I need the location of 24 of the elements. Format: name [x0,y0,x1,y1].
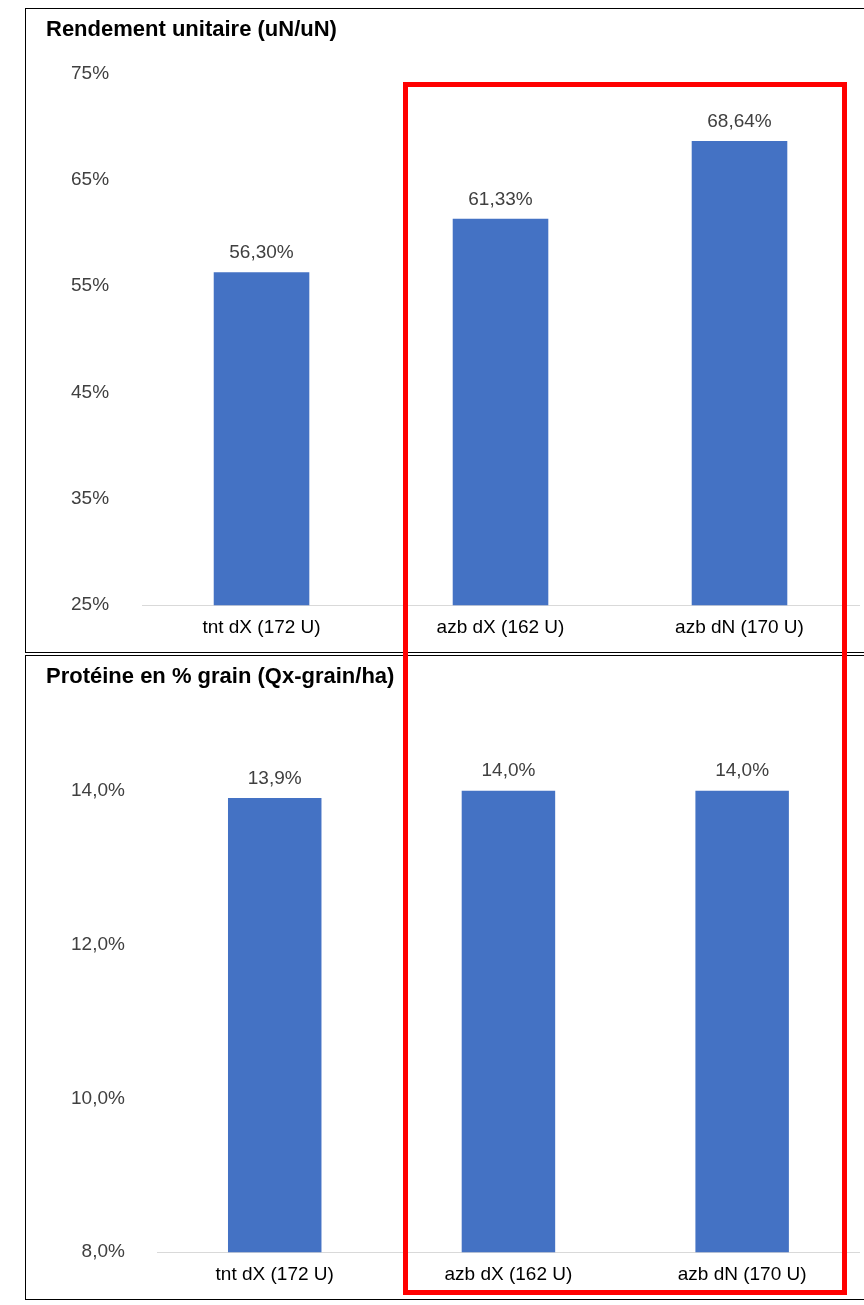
data-label: 13,9% [247,766,302,788]
data-label: 14,0% [481,759,536,781]
data-label: 61,33% [468,187,533,209]
y-tick-label: 12,0% [71,932,125,954]
x-tick-label: tnt dX (172 U) [215,1262,334,1284]
data-label: 56,30% [229,241,294,263]
y-tick-label: 35% [71,487,110,509]
x-tick-label: azb dX (162 U) [436,615,565,637]
data-label: 14,0% [715,759,770,781]
data-label: 68,64% [707,109,772,131]
y-tick-label: 45% [71,380,110,402]
y-tick-label: 65% [71,167,110,189]
x-tick-label: azb dN (170 U) [677,1262,807,1284]
y-tick-label: 10,0% [71,1086,125,1108]
x-tick-label: azb dN (170 U) [675,615,804,637]
chart-title: Rendement unitaire (uN/uN) [46,16,337,42]
x-tick-label: tnt dX (172 U) [202,615,321,637]
y-tick-label: 55% [71,274,110,296]
y-tick-label: 14,0% [71,778,125,800]
y-tick-label: 8,0% [81,1240,125,1262]
chart-title: Protéine en % grain (Qx-grain/ha) [46,663,395,689]
y-tick-label: 25% [71,593,110,615]
x-tick-label: azb dX (162 U) [444,1262,573,1284]
y-tick-label: 75% [71,61,110,83]
